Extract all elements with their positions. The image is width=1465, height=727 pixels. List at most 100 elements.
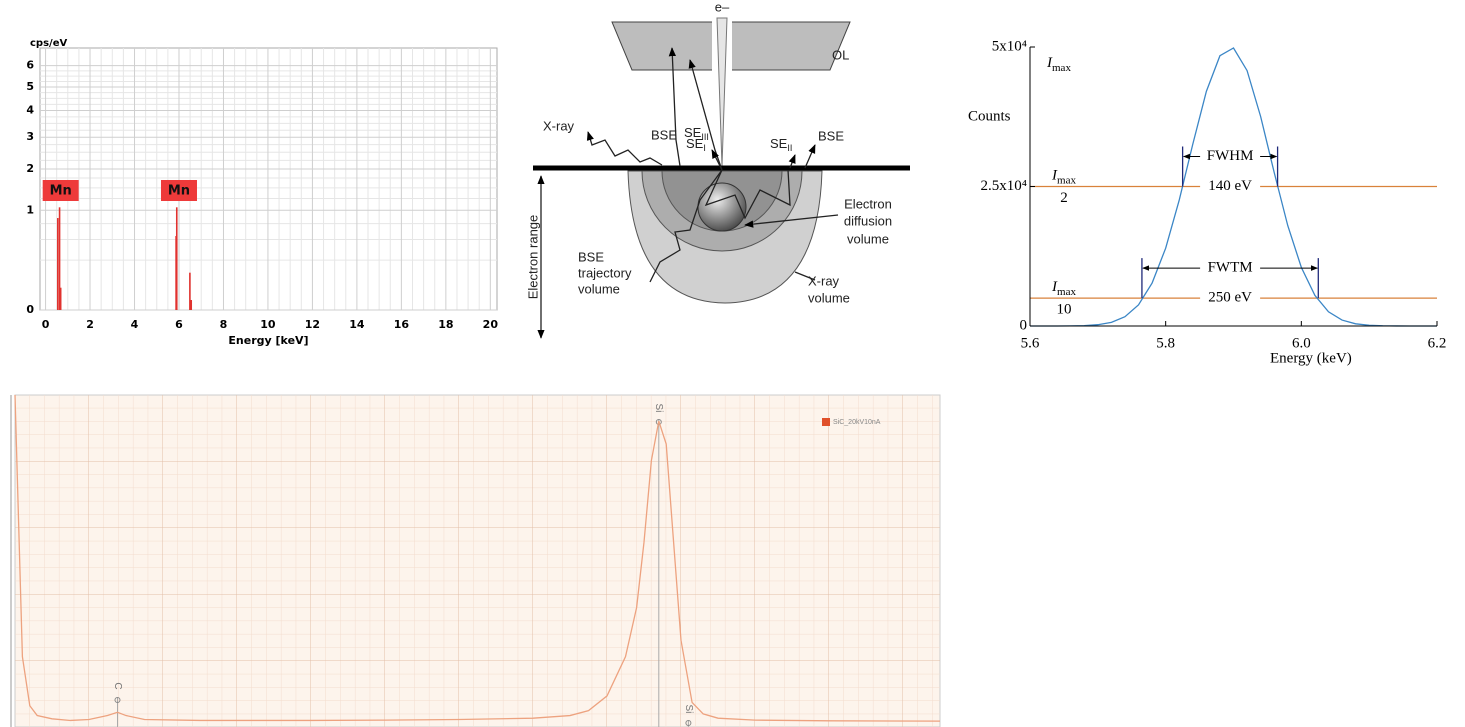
label-bg xyxy=(1200,177,1261,196)
label: X-ray xyxy=(543,118,575,133)
bar xyxy=(56,218,59,310)
label: trajectory xyxy=(578,265,632,280)
label: volume xyxy=(578,281,620,296)
label: Electron xyxy=(844,196,892,211)
sic-chart: C Si Si SiC_20kV10nA xyxy=(10,394,941,727)
x-tick-label: 12 xyxy=(305,318,320,331)
fraction-denominator: 2 xyxy=(1060,190,1068,206)
x-tick-label: 2 xyxy=(86,318,94,331)
width-label: 250 eV xyxy=(1208,290,1252,306)
label-text: SE xyxy=(684,125,702,140)
label-bg xyxy=(1200,259,1261,278)
label-bg xyxy=(1200,147,1261,166)
interval-label: FWHM xyxy=(1207,148,1254,164)
label: diffusion xyxy=(844,213,892,228)
diffusion-volume xyxy=(697,182,747,232)
y-tick-label: 3 xyxy=(26,130,34,143)
x-tick-label: 16 xyxy=(394,318,410,331)
fraction-denominator: 10 xyxy=(1057,302,1072,318)
peak-label: Si xyxy=(653,404,664,413)
y-axis-label: Counts xyxy=(968,108,1011,124)
label-subscript: I xyxy=(703,143,706,153)
label: SEII xyxy=(770,136,792,153)
label-subscript: III xyxy=(701,132,709,142)
y-tick-label: 0 xyxy=(26,303,34,316)
label: volume xyxy=(847,231,889,246)
y-tick-label: 5 xyxy=(26,80,34,93)
label: BSE xyxy=(818,128,844,143)
width-label: 140 eV xyxy=(1208,178,1252,194)
data-line xyxy=(14,394,941,722)
y-tick-label: 6 xyxy=(26,59,34,72)
label: X-ray xyxy=(808,273,840,288)
peak-chart: 5.6 5.8 6.0 6.2 0 2.5x10⁴ 5x10⁴ Counts Energy (k… xyxy=(968,38,1446,366)
x-tick-label: 20 xyxy=(483,318,499,331)
x-tick-label: 5.6 xyxy=(1021,335,1040,351)
label: Electron range xyxy=(525,215,540,300)
label: BSE xyxy=(651,127,677,142)
symbol: I xyxy=(1051,168,1058,184)
subscript: max xyxy=(1057,286,1076,298)
x-tick-label: 10 xyxy=(260,318,276,331)
bar xyxy=(190,300,193,310)
legend-label: SiC_20kV10nA xyxy=(833,419,881,426)
label: SEI xyxy=(686,136,706,153)
major-grid xyxy=(15,395,940,727)
x-tick-label: 5.8 xyxy=(1156,335,1175,351)
y-tick-label: 1 xyxy=(26,203,34,216)
y-tick-label: 2.5x10⁴ xyxy=(981,178,1027,194)
x-tick-label: 6.0 xyxy=(1292,335,1311,351)
beam xyxy=(716,17,728,167)
label-bg xyxy=(1200,289,1261,308)
plot-area xyxy=(39,47,498,311)
x-tick-label: 0 xyxy=(42,318,50,331)
y-tick-label: 0 xyxy=(1020,317,1028,333)
annotation-box xyxy=(42,180,79,201)
label: BSE xyxy=(578,249,604,264)
fraction-numerator: Imax xyxy=(1051,280,1076,298)
label-text: SE xyxy=(770,136,788,151)
bar xyxy=(58,207,61,310)
y-axis-label: cps/eV xyxy=(30,38,67,49)
peak-label: Si xyxy=(683,705,694,714)
x-tick-label: 14 xyxy=(349,318,365,331)
bar xyxy=(189,272,191,310)
label: e– xyxy=(715,0,730,14)
label: OL xyxy=(832,47,849,62)
legend-swatch xyxy=(822,418,830,426)
data-line xyxy=(1029,47,1438,327)
peak-label: Imax xyxy=(1046,55,1071,73)
label: SEIII xyxy=(684,125,709,142)
fraction-numerator: Imax xyxy=(1051,168,1076,186)
label-text: SE xyxy=(686,136,704,151)
symbol: I xyxy=(1046,55,1053,71)
x-tick-label: 6 xyxy=(175,318,183,331)
bar xyxy=(59,287,62,310)
subscript: max xyxy=(1052,62,1071,74)
peak-dot xyxy=(685,720,692,726)
y-tick-label: 2 xyxy=(26,162,34,175)
label-subscript: II xyxy=(787,143,792,153)
interval-label: FWTM xyxy=(1208,260,1253,276)
bar xyxy=(175,207,178,310)
subscript: max xyxy=(1057,174,1076,186)
label: volume xyxy=(808,290,850,305)
sem-diagram: e– OL BSE SEIII X-ray SEI SEII BSE Elect… xyxy=(525,0,910,339)
x-axis-label: Energy [keV] xyxy=(228,334,308,347)
y-tick-label: 4 xyxy=(26,104,34,117)
annotation-box xyxy=(160,180,197,201)
peak-dot xyxy=(114,697,121,703)
x-tick-label: 18 xyxy=(438,318,453,331)
annotation: Mn xyxy=(50,184,72,199)
x-tick-label: 6.2 xyxy=(1428,335,1447,351)
x-tick-label: 8 xyxy=(220,318,228,331)
x-axis-label: Energy (keV) xyxy=(1270,350,1352,366)
x-tick-label: 4 xyxy=(131,318,139,331)
trajectories xyxy=(537,47,839,339)
y-tick-label: 5x10⁴ xyxy=(992,38,1027,54)
symbol: I xyxy=(1051,280,1058,296)
peak-label: C xyxy=(112,682,123,689)
